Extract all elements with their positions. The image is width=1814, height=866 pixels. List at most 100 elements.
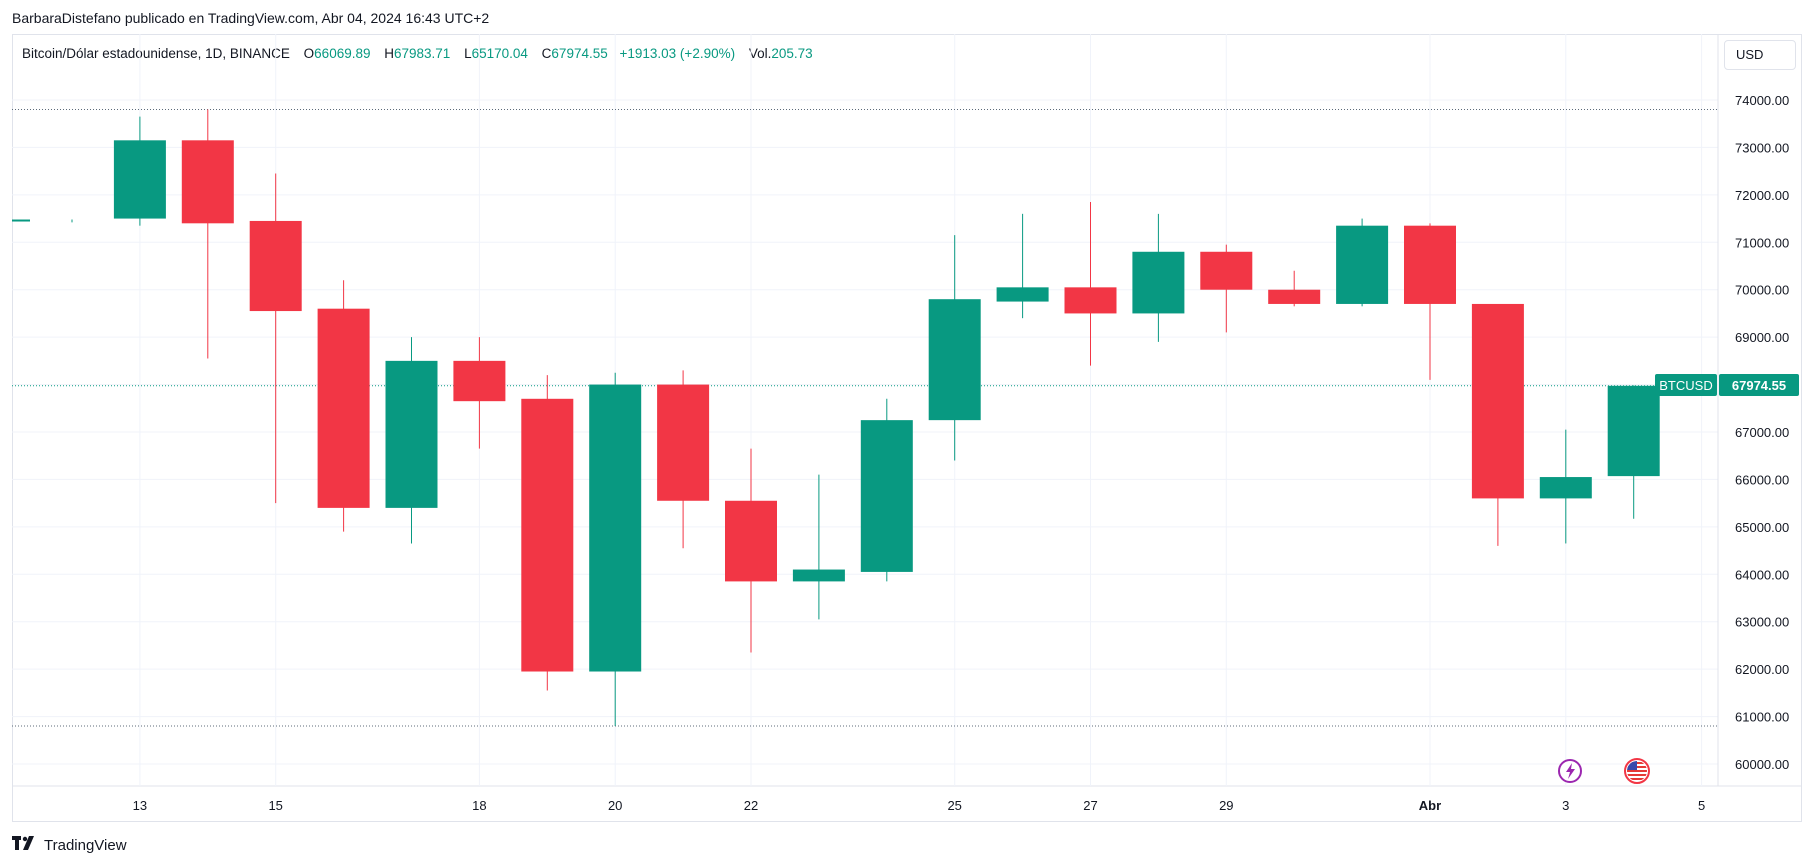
us-flag-event-icon[interactable] bbox=[1624, 758, 1650, 784]
y-tick-label: 66000.00 bbox=[1735, 472, 1789, 487]
candle[interactable] bbox=[1200, 244, 1253, 333]
y-tick-label: 71000.00 bbox=[1735, 235, 1789, 250]
candle-body bbox=[928, 299, 981, 421]
candle-body bbox=[181, 140, 234, 224]
candle-body bbox=[12, 219, 30, 222]
price-tag-value-bg bbox=[1719, 374, 1799, 396]
candles bbox=[12, 109, 1660, 727]
candle-body bbox=[725, 500, 777, 582]
high-value: 67983.71 bbox=[394, 46, 451, 61]
currency-button[interactable]: USD bbox=[1724, 40, 1796, 70]
candle[interactable] bbox=[249, 173, 302, 504]
candle-body bbox=[385, 360, 438, 508]
y-tick-label: 60000.00 bbox=[1735, 757, 1789, 772]
x-tick-label: 3 bbox=[1562, 798, 1569, 813]
x-tick-label: 27 bbox=[1083, 798, 1097, 813]
candle-body bbox=[589, 384, 642, 672]
candle[interactable] bbox=[589, 372, 642, 727]
chart-frame bbox=[12, 34, 1802, 822]
y-tick-label: 64000.00 bbox=[1735, 567, 1789, 582]
candle[interactable] bbox=[317, 280, 370, 532]
low-value: 65170.04 bbox=[471, 46, 528, 61]
candle-body bbox=[1607, 385, 1660, 477]
candle[interactable] bbox=[928, 235, 981, 461]
price-tag-symbol-bg bbox=[1655, 374, 1717, 396]
candle[interactable] bbox=[1268, 270, 1321, 307]
y-tick-label: 70000.00 bbox=[1735, 283, 1789, 298]
price-tag-value: 67974.55 bbox=[1732, 378, 1786, 393]
candle[interactable] bbox=[860, 398, 913, 582]
time-axis[interactable]: 13 15 18 20 22 25 27 29 Abr 3 5 bbox=[133, 798, 1706, 813]
candle-body bbox=[1404, 225, 1456, 304]
candle[interactable] bbox=[385, 337, 438, 544]
open-value: 66069.89 bbox=[314, 46, 371, 61]
volume-label: Vol. bbox=[748, 46, 772, 61]
candle-body bbox=[996, 287, 1049, 302]
x-tick-label: 13 bbox=[133, 798, 147, 813]
candle[interactable] bbox=[113, 116, 166, 226]
y-tick-label: 69000.00 bbox=[1735, 330, 1789, 345]
x-tick-label: 5 bbox=[1698, 798, 1705, 813]
tradingview-footer[interactable]: TradingView bbox=[12, 836, 127, 854]
publisher-line: BarbaraDistefano publicado en TradingVie… bbox=[12, 10, 490, 26]
candle[interactable] bbox=[792, 474, 845, 620]
candle-body bbox=[453, 360, 506, 402]
candle[interactable] bbox=[657, 370, 710, 549]
candle-body bbox=[521, 398, 574, 672]
change-value: +1913.03 (+2.90%) bbox=[619, 46, 736, 61]
candle[interactable] bbox=[725, 448, 777, 653]
tradingview-logo-icon bbox=[12, 836, 38, 854]
y-tick-label: 61000.00 bbox=[1735, 710, 1789, 725]
candle[interactable] bbox=[1539, 429, 1592, 544]
candle[interactable] bbox=[12, 219, 73, 223]
y-tick-label: 74000.00 bbox=[1735, 93, 1789, 108]
candle[interactable] bbox=[1336, 218, 1389, 307]
candle-body bbox=[1064, 287, 1117, 314]
lightning-event-icon[interactable] bbox=[1558, 759, 1582, 783]
candle[interactable] bbox=[453, 337, 506, 449]
high-label: H bbox=[384, 46, 394, 61]
candle-body bbox=[1336, 225, 1389, 304]
symbol-legend: Bitcoin/Dólar estadounidense, 1D, BINANC… bbox=[22, 46, 813, 61]
open-label: O bbox=[303, 46, 315, 61]
y-tick-label: 62000.00 bbox=[1735, 662, 1789, 677]
x-tick-label: Abr bbox=[1419, 798, 1441, 813]
price-tag-symbol: BTCUSD bbox=[1659, 378, 1712, 393]
candle[interactable] bbox=[1471, 303, 1524, 546]
candle[interactable] bbox=[521, 375, 574, 691]
x-tick-label: 25 bbox=[947, 798, 961, 813]
candle[interactable] bbox=[1404, 223, 1456, 380]
grid bbox=[12, 34, 1802, 787]
close-label: C bbox=[541, 46, 552, 61]
price-axis[interactable]: 74000.00 73000.00 72000.00 71000.00 70000.00… bbox=[1735, 93, 1789, 772]
candle[interactable] bbox=[996, 213, 1049, 319]
candle-body bbox=[1132, 251, 1185, 314]
y-tick-label: 72000.00 bbox=[1735, 188, 1789, 203]
tradingview-brand: TradingView bbox=[44, 836, 127, 854]
candle-body bbox=[860, 420, 913, 572]
candle-body bbox=[792, 569, 845, 582]
x-tick-label: 22 bbox=[744, 798, 758, 813]
candle-body bbox=[317, 308, 370, 508]
x-tick-label: 15 bbox=[268, 798, 282, 813]
candle-body bbox=[1539, 477, 1592, 499]
candle[interactable] bbox=[181, 109, 234, 359]
candle-body bbox=[249, 220, 302, 312]
y-tick-label: 63000.00 bbox=[1735, 615, 1789, 630]
last-price-tag: BTCUSD 67974.55 bbox=[1655, 374, 1799, 396]
candle-body bbox=[113, 140, 166, 219]
y-tick-label: 73000.00 bbox=[1735, 140, 1789, 155]
reference-lines bbox=[12, 108, 1718, 727]
candle-body bbox=[1471, 303, 1524, 499]
candle-body bbox=[1268, 289, 1321, 304]
y-tick-label: 65000.00 bbox=[1735, 520, 1789, 535]
candle[interactable] bbox=[1064, 201, 1117, 366]
low-label: L bbox=[464, 46, 472, 61]
candle[interactable] bbox=[1132, 213, 1185, 342]
symbol-title[interactable]: Bitcoin/Dólar estadounidense, 1D, BINANC… bbox=[22, 46, 290, 61]
x-tick-label: 20 bbox=[608, 798, 622, 813]
candle[interactable] bbox=[1607, 385, 1660, 519]
x-tick-label: 29 bbox=[1219, 798, 1233, 813]
candle-body bbox=[657, 384, 710, 501]
